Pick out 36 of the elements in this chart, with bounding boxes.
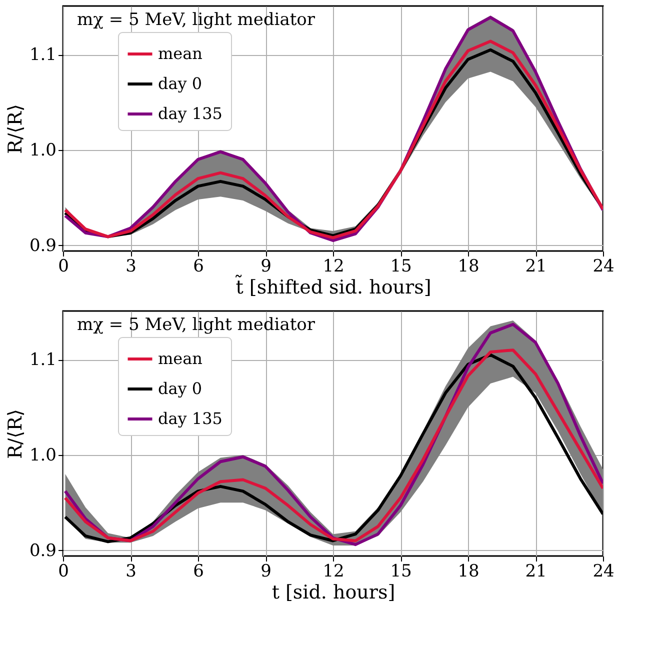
- x-tick-label: 12: [322, 256, 344, 276]
- x-tick-label: 24: [592, 256, 614, 276]
- x-tick-label: 18: [458, 256, 480, 276]
- legend-label: mean: [158, 349, 202, 368]
- x-tick-label: 3: [126, 256, 136, 276]
- x-tick-label: 15: [390, 256, 412, 276]
- legend-label: day 135: [158, 409, 222, 428]
- legend-label: day 135: [158, 104, 222, 123]
- y-tick-label: 1.1: [29, 45, 56, 66]
- x-tick-label: 0: [58, 256, 69, 276]
- y-tick-label: 1.0: [29, 140, 56, 160]
- x-tick-label: 6: [193, 256, 204, 276]
- y-axis-title: R/⟨R⟩: [4, 409, 26, 459]
- x-tick-label: 24: [592, 562, 614, 582]
- x-tick-label: 3: [126, 562, 136, 582]
- y-tick-label: 1.0: [29, 445, 56, 466]
- x-axis-title: t̃ [shifted sid. hours]: [235, 274, 432, 298]
- y-tick-label: 1.1: [29, 350, 56, 370]
- x-tick-label: 6: [193, 562, 204, 582]
- y-axis-title: R/⟨R⟩: [4, 104, 26, 154]
- annotation: mχ = 5 MeV, light mediator: [77, 315, 316, 335]
- x-tick-label: 9: [260, 256, 272, 276]
- annotation: mχ = 5 MeV, light mediator: [77, 10, 316, 30]
- y-tick-label: 0.9: [29, 540, 56, 561]
- x-tick-label: 0: [58, 562, 69, 582]
- legend-label: day 0: [158, 379, 202, 398]
- legend-label: day 0: [158, 74, 202, 93]
- x-axis-title: t [sid. hours]: [272, 582, 396, 604]
- legend-label: mean: [158, 44, 202, 63]
- x-tick-label: 15: [390, 562, 412, 582]
- x-tick-label: 21: [525, 562, 547, 582]
- x-tick-label: 18: [458, 562, 480, 582]
- x-tick-label: 12: [322, 562, 344, 582]
- y-tick-label: 0.9: [29, 236, 56, 256]
- x-tick-label: 9: [260, 562, 272, 582]
- x-tick-label: 21: [525, 256, 547, 276]
